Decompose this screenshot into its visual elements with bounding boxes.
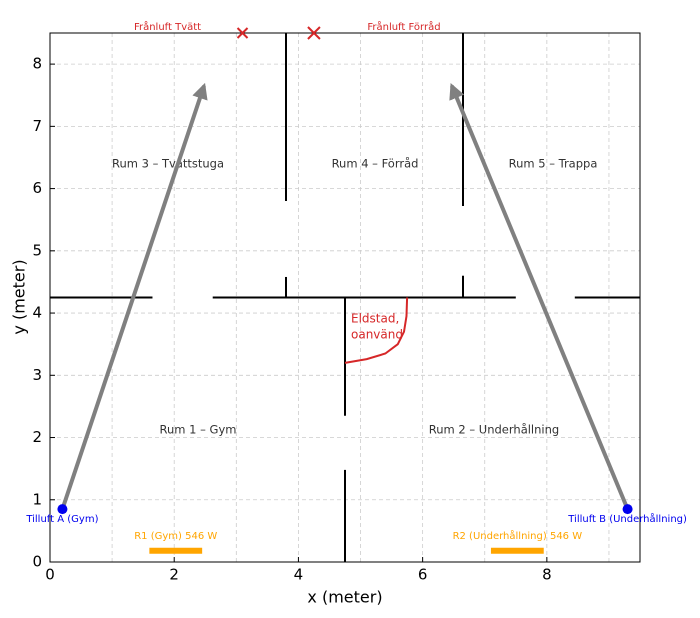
y-axis-label: y (meter) <box>10 259 29 334</box>
room-label: Rum 5 – Trappa <box>509 157 598 171</box>
supply-label: Tilluft B (Underhållning) <box>567 512 687 525</box>
room-label: Rum 3 – Tvättstuga <box>112 157 224 171</box>
x-tick-label: 2 <box>169 566 179 584</box>
exhaust-label: Frånluft Tvätt <box>134 20 201 33</box>
y-tick-label: 1 <box>32 490 42 508</box>
y-tick-label: 0 <box>32 553 42 571</box>
y-tick-label: 6 <box>32 179 42 197</box>
exhaust-marker <box>236 27 249 39</box>
room-label: Rum 4 – Förråd <box>332 157 419 171</box>
fireplace-label: Eldstad, <box>351 312 399 326</box>
supply-arrow <box>449 82 630 510</box>
room-label: Rum 1 – Gym <box>160 423 237 437</box>
x-axis-label: x (meter) <box>307 588 382 607</box>
y-tick-label: 8 <box>32 55 42 73</box>
heater-label: R2 (Underhållning) 546 W <box>453 529 583 542</box>
y-tick-label: 5 <box>32 241 42 259</box>
heater-label: R1 (Gym) 546 W <box>134 531 217 542</box>
y-tick-label: 4 <box>32 304 42 322</box>
supply-point <box>57 504 68 515</box>
x-tick-label: 6 <box>418 566 428 584</box>
y-tick-label: 3 <box>32 366 42 384</box>
fireplace-label: oanvänd <box>351 328 403 342</box>
supply-arrow <box>60 82 208 510</box>
exhaust-label: Frånluft Förråd <box>367 20 440 33</box>
y-tick-label: 7 <box>32 117 42 135</box>
fireplace-curve <box>344 297 409 364</box>
supply-label: Tilluft A (Gym) <box>25 514 98 525</box>
exhaust-marker <box>307 26 321 40</box>
room-label: Rum 2 – Underhållning <box>429 423 559 437</box>
x-tick-label: 8 <box>542 566 552 584</box>
x-tick-label: 0 <box>45 566 55 584</box>
supply-point <box>622 504 633 515</box>
x-tick-label: 4 <box>294 566 304 584</box>
y-tick-label: 2 <box>32 428 42 446</box>
